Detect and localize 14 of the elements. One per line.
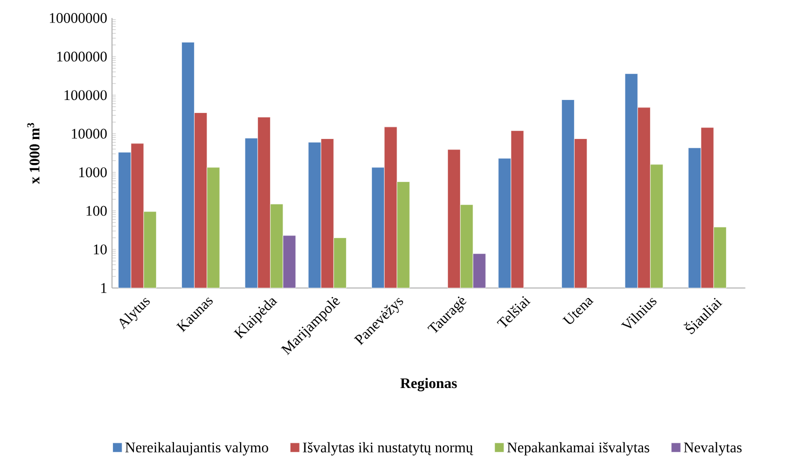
y-tick-label: 100000	[64, 90, 107, 100]
y-tick-label: 1000	[79, 168, 107, 178]
y-tick-label: 10000000	[50, 13, 107, 24]
y-tick-label: 1000000	[57, 52, 107, 62]
y-tick-label: 10000	[72, 128, 107, 139]
y-tick-label: 1	[101, 283, 106, 294]
y-tick-label: 10	[94, 244, 107, 255]
y-tick-label: 100	[86, 206, 107, 216]
legend-label: Nevalytas	[684, 442, 742, 456]
legend-label: Nereikalaujantis valymo	[125, 442, 268, 456]
y-axis-title: x 1000 m$^{3}$	[27, 123, 40, 184]
legend-label: Nepakankamai išvalytas	[507, 442, 650, 456]
x-axis-title: Regionas	[400, 378, 457, 392]
legend-label: Išvalytas iki nustatytų normų	[302, 442, 474, 456]
